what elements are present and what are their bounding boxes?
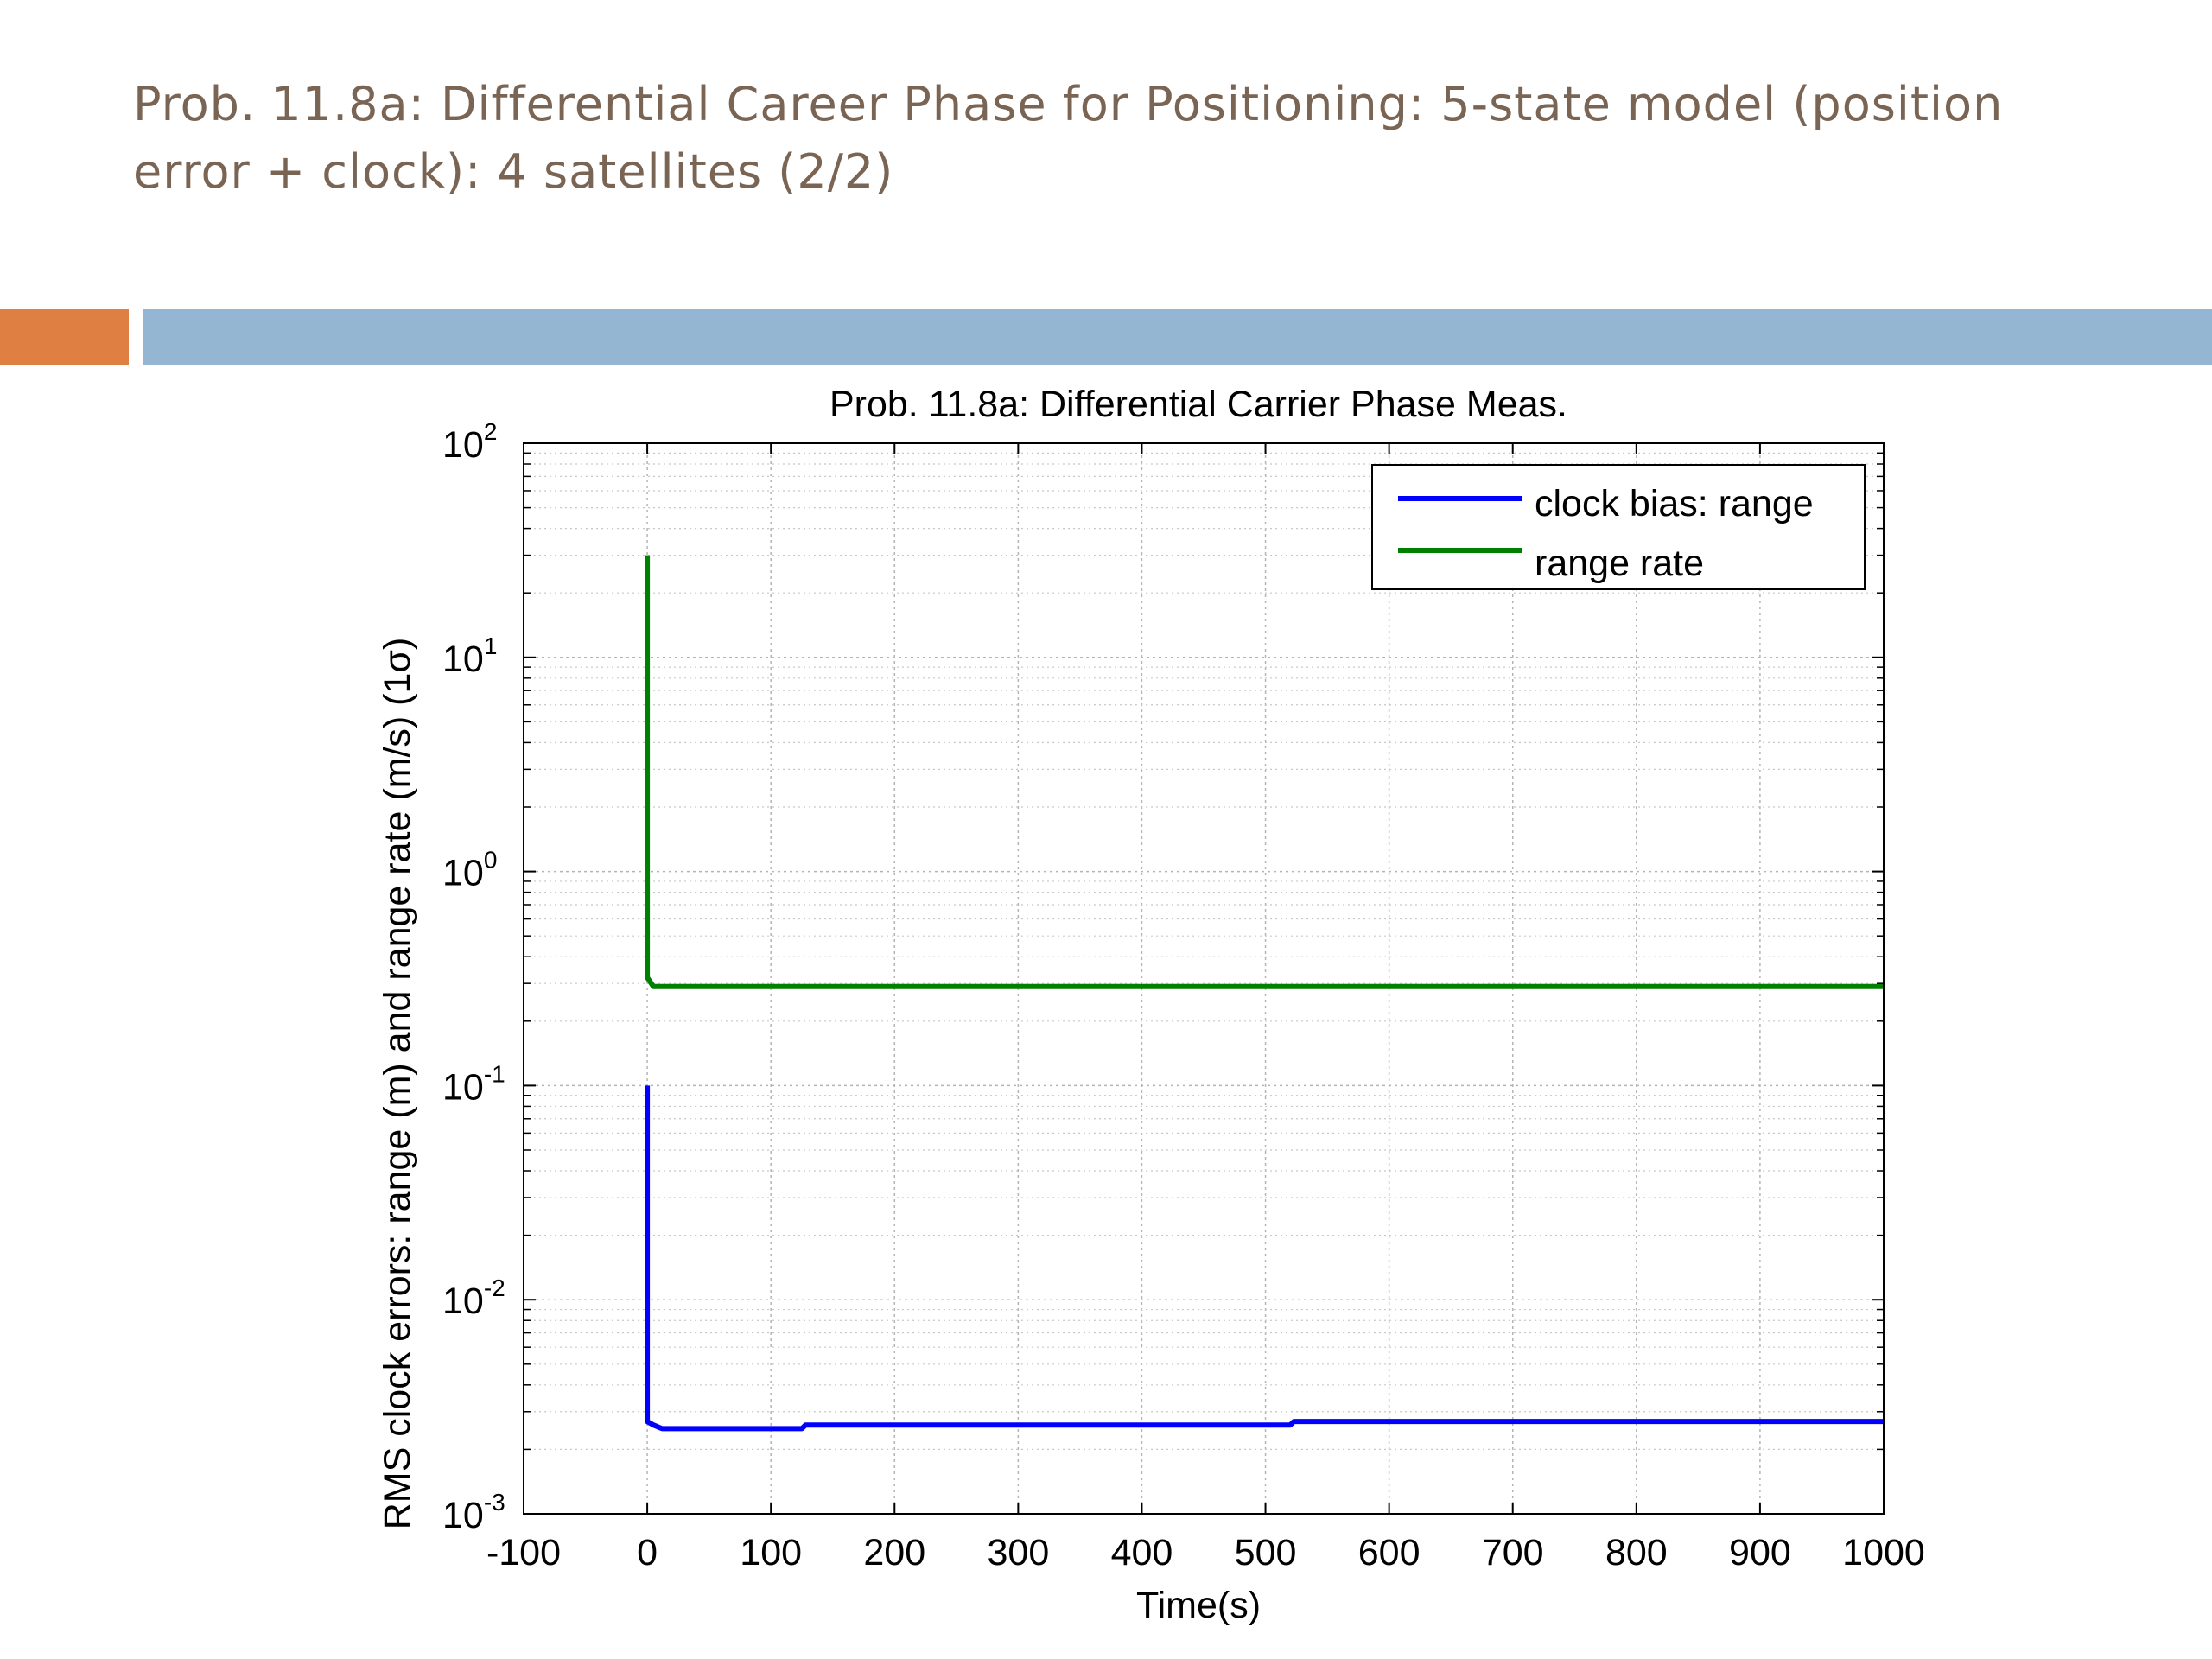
accent-bar-blue — [143, 309, 2212, 365]
x-tick-labels: -100 0 100 200 300 400 500 600 700 800 900 1000 — [486, 1532, 1925, 1573]
y-tick-label: 10-1 — [442, 1060, 505, 1108]
y-tick-labels: 10-3 10-2 10-1 100 101 102 — [442, 418, 505, 1536]
x-axis-label: Time(s) — [1136, 1585, 1261, 1626]
x-tick-label: 1000 — [1842, 1532, 1925, 1573]
x-tick-label: 800 — [1605, 1532, 1668, 1573]
y-tick-label: 10-3 — [442, 1489, 505, 1536]
x-tick-label: 0 — [637, 1532, 658, 1573]
chart-title: Prob. 11.8a: Differential Carrier Phase … — [830, 384, 1567, 425]
series-line-clock-bias — [645, 1085, 1884, 1432]
grid — [524, 443, 1884, 1514]
accent-bar-orange — [0, 309, 129, 365]
axis-ticks — [523, 442, 1885, 1515]
y-tick-label: 100 — [442, 847, 497, 894]
x-tick-label: 500 — [1235, 1532, 1297, 1573]
legend-label-clock-bias: clock bias: range — [1535, 483, 1814, 524]
y-tick-label: 102 — [442, 418, 497, 466]
x-tick-label: 600 — [1358, 1532, 1421, 1573]
x-tick-label: 300 — [987, 1532, 1049, 1573]
x-tick-label: -100 — [486, 1532, 561, 1573]
x-tick-label: 400 — [1111, 1532, 1173, 1573]
legend: clock bias: range range rate — [1371, 464, 1866, 590]
x-tick-label: 200 — [863, 1532, 925, 1573]
x-tick-label: 100 — [740, 1532, 802, 1573]
y-axis-label: RMS clock errors: range (m) and range ra… — [377, 638, 418, 1530]
x-tick-label: 700 — [1482, 1532, 1544, 1573]
legend-box — [1371, 464, 1866, 590]
slide-title: Prob. 11.8a: Differential Career Phase f… — [133, 77, 2004, 199]
x-tick-label: 900 — [1729, 1532, 1791, 1573]
series-line-range-rate — [645, 555, 1884, 989]
series-lines — [645, 555, 1884, 1432]
y-tick-label: 101 — [442, 632, 497, 680]
y-tick-label: 10-2 — [442, 1274, 505, 1322]
legend-label-range-rate: range rate — [1535, 543, 1704, 584]
plot-frame — [523, 442, 1885, 1515]
